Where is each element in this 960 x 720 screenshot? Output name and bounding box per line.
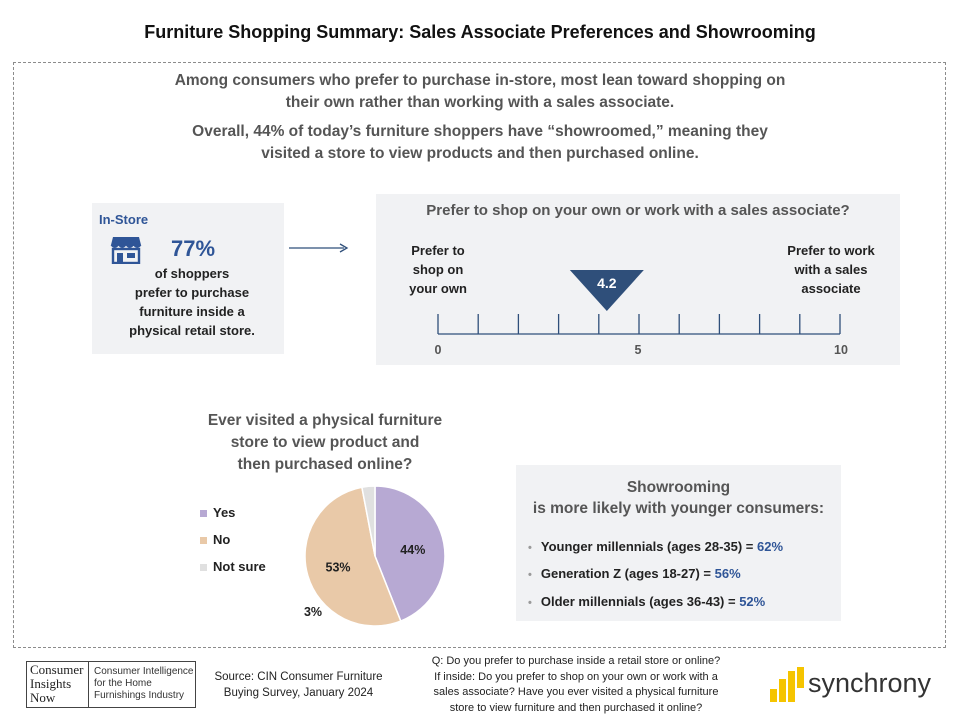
showrooming-title-line: Showrooming	[626, 479, 731, 496]
instore-text: of shoppers	[154, 266, 230, 281]
scale-left-label: Prefer to shop on your own	[398, 241, 478, 298]
bullet-icon: •	[528, 542, 532, 554]
pie-slice-no	[304, 486, 402, 627]
logo-text: Consumer	[30, 662, 84, 677]
intro-statement-2: Overall, 44% of today’s furniture shoppe…	[140, 121, 820, 165]
pie-question-line: Ever visited a physical furniture	[207, 412, 443, 429]
showrooming-item-label: Generation Z (ages 18-27) =	[540, 566, 715, 581]
logo-tagline-text: Consumer Intelligence	[94, 666, 194, 677]
intro-line: their own rather than working with a sal…	[285, 94, 675, 111]
question-text: If inside: Do you prefer to shop on your…	[434, 670, 718, 683]
legend-label: Yes	[213, 505, 236, 520]
scale-question: Prefer to shop on your own or work with …	[426, 202, 850, 219]
intro-statement-1: Among consumers who prefer to purchase i…	[140, 70, 820, 114]
instore-text: prefer to purchase	[134, 285, 250, 300]
pie-chart: 44% 53% 3%	[304, 485, 446, 627]
showrooming-panel	[516, 465, 841, 621]
scale-axis: 4.2	[437, 270, 841, 335]
showrooming-item-label: Older millennials (ages 36-43) =	[540, 594, 740, 609]
showrooming-item-value: 56%	[714, 566, 741, 581]
cin-logo-mark: Consumer Insights Now	[27, 662, 89, 707]
store-icon	[110, 237, 142, 264]
scale-tick-label: 0	[434, 343, 442, 357]
scale-right-text: associate	[801, 281, 861, 296]
legend-yes: Yes	[200, 505, 235, 520]
source-text: Source: CIN Consumer Furniture	[214, 671, 383, 683]
content-frame	[13, 62, 946, 648]
instore-text: physical retail store.	[129, 323, 255, 338]
pie-slice-not-sure	[361, 485, 376, 557]
showrooming-item-value: 62%	[757, 539, 784, 554]
scale-marker-label: 4.2	[597, 275, 617, 291]
intro-line: Overall, 44% of today’s furniture shoppe…	[192, 123, 768, 140]
legend-no: No	[200, 532, 230, 547]
pie-data-label: 3%	[304, 605, 322, 619]
arrow-right-icon	[289, 243, 349, 253]
pie-question-line: then purchased online?	[237, 456, 413, 473]
intro-line: Among consumers who prefer to purchase i…	[174, 72, 786, 89]
bullet-icon: •	[528, 569, 532, 581]
instore-percent: 77%	[171, 236, 216, 261]
cin-logo: Consumer Insights Now Consumer Intellige…	[26, 661, 196, 708]
logo-text: Now	[30, 690, 56, 705]
instore-label: In-Store	[99, 212, 149, 227]
scale-left-text: Prefer to	[411, 243, 465, 258]
logo-tagline-text: for the Home	[94, 678, 152, 689]
legend-swatch	[200, 510, 207, 518]
page-title: Furniture Shopping Summary: Sales Associ…	[144, 22, 816, 42]
scale-tick-label: 10	[834, 343, 848, 357]
showrooming-title: Showrooming is more likely with younger …	[516, 477, 841, 519]
logo-text: Insights	[30, 676, 72, 691]
scale-marker	[569, 270, 644, 311]
legend-label: No	[213, 532, 231, 547]
pie-data-label: 53%	[326, 561, 351, 575]
scale-panel	[376, 194, 900, 365]
scale-tick-label: 5	[634, 343, 642, 357]
legend-swatch	[200, 537, 207, 545]
pie-data-label: 44%	[400, 543, 425, 557]
legend-swatch	[200, 564, 207, 572]
instore-description: of shoppers prefer to purchase furniture…	[112, 264, 272, 340]
source-text: Buying Survey, January 2024	[223, 687, 374, 699]
question-text: sales associate? Have you ever visited a…	[433, 686, 719, 698]
showrooming-item: • Generation Z (ages 18-27) = 56%	[528, 566, 741, 581]
showrooming-item-label: Younger millennials (ages 28-35) =	[540, 539, 757, 554]
question-note: Q: Do you prefer to purchase inside a re…	[404, 654, 748, 716]
pie-slice-yes	[374, 485, 446, 623]
instore-panel	[92, 203, 284, 354]
pie-question-line: store to view product and	[230, 434, 420, 451]
synchrony-logo-icon	[770, 667, 804, 702]
legend-not-sure: Not sure	[200, 559, 266, 574]
showrooming-item-value: 52%	[739, 594, 766, 609]
instore-text: furniture inside a	[139, 304, 245, 319]
scale-left-text: shop on	[412, 262, 464, 277]
pie-question: Ever visited a physical furniture store …	[190, 410, 460, 476]
logo-tagline-text: Furnishings Industry	[94, 690, 185, 701]
showrooming-title-line: is more likely with younger consumers:	[532, 500, 825, 517]
scale-right-label: Prefer to work with a sales associate	[776, 241, 886, 298]
question-text: store to view furniture and then purchas…	[449, 701, 703, 714]
scale-right-text: with a sales	[794, 262, 868, 277]
scale-left-text: your own	[409, 281, 467, 296]
source-note: Source: CIN Consumer Furniture Buying Su…	[206, 669, 391, 701]
legend-label: Not sure	[213, 559, 266, 574]
showrooming-item: • Younger millennials (ages 28-35) = 62%	[528, 539, 783, 554]
showrooming-item: • Older millennials (ages 36-43) = 52%	[528, 594, 765, 609]
intro-line: visited a store to view products and the…	[261, 145, 699, 162]
scale-right-text: Prefer to work	[787, 243, 875, 258]
bullet-icon: •	[528, 597, 532, 609]
question-text: Q: Do you prefer to purchase inside a re…	[431, 655, 721, 667]
synchrony-wordmark: synchrony	[808, 668, 932, 698]
cin-logo-tagline: Consumer Intelligence for the Home Furni…	[94, 666, 194, 702]
